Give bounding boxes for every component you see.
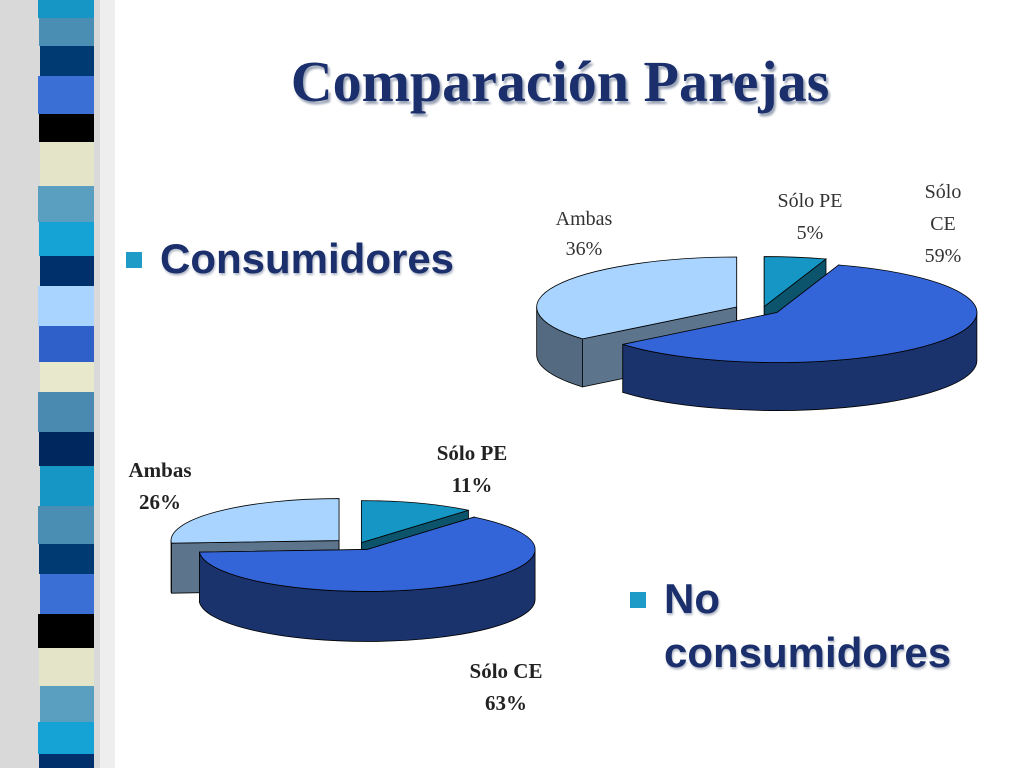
stripe-block [39,754,94,768]
bullet-no-consumidores-line2: consumidores [664,629,952,676]
slice-label-line: 36% [566,238,603,260]
stripe-block [40,686,94,722]
slice-label-line: Ambas [128,458,191,482]
bullet-consumidores-label: Consumidores [160,235,455,282]
stripe-block [39,18,94,46]
pie-slice [198,516,536,642]
stripe-block [38,0,94,18]
slice-label: Sólo CE 63% [470,659,543,715]
pie-slice-top [622,264,978,363]
bullet-consumidores: Consumidores [126,232,455,286]
pie-slice-top [536,256,738,340]
stripe-block [38,286,94,326]
stripe-block [39,432,94,466]
pie-slice-top [170,498,340,544]
stripe-block [39,114,94,142]
slice-label-line: Sólo [925,181,962,203]
slice-label-line: CE [930,213,956,235]
stripe-block [38,392,94,432]
stripe-block [39,222,94,256]
slice-label: Ambas 26% [128,458,191,514]
slice-label-line: Sólo PE [777,190,842,212]
stripe-block [40,466,94,506]
stripe-block [40,142,94,186]
stripe-block [38,76,94,114]
slice-label-line: Sólo PE [437,441,508,465]
bullet-no-consumidores-line1: No [664,575,720,622]
pie-slice-top [360,500,469,544]
stripe-block [39,648,94,686]
stripe-block [40,256,94,286]
stripe-block [38,186,94,222]
stripe-block [40,362,94,392]
pie-slice [622,264,978,411]
slice-label-line: 63% [485,691,527,715]
slice-label-line: Ambas [556,208,613,230]
page-title: Comparación Parejas [290,49,830,114]
slice-label: Ambas 36% [556,208,613,260]
bullet-no-consumidores: No consumidores [630,572,952,680]
stripe-block [38,506,94,544]
pie-slice-top [763,256,828,308]
slice-label-line: 59% [925,245,962,267]
stripe-block [39,326,94,362]
stripe-block [40,46,94,76]
decorative-stripe [0,0,115,768]
slice-label: Sólo CE 59% [925,181,962,267]
slice-label: Sólo PE 5% [777,190,842,244]
slice-label-line: 26% [139,490,181,514]
stripe-block [38,722,94,754]
slice-label-line: Sólo CE [470,659,543,683]
bullet-marker [630,592,646,608]
slice-label-line: 5% [797,222,824,244]
stripe-block [38,614,94,648]
slice-label-line: 11% [452,473,493,497]
stripe-block [39,544,94,574]
stripe-block [40,574,94,614]
bullet-marker [126,252,142,268]
slice-label: Sólo PE 11% [437,441,508,497]
pie-slice-top [198,516,536,592]
